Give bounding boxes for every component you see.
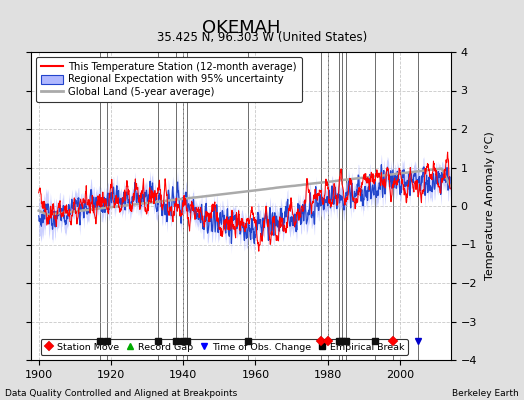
Text: Data Quality Controlled and Aligned at Breakpoints: Data Quality Controlled and Aligned at B… — [5, 389, 237, 398]
Legend: Station Move, Record Gap, Time of Obs. Change, Empirical Break: Station Move, Record Gap, Time of Obs. C… — [40, 339, 408, 355]
Title: OKEMAH: OKEMAH — [202, 18, 280, 36]
Text: 35.425 N, 96.303 W (United States): 35.425 N, 96.303 W (United States) — [157, 32, 367, 44]
Text: Berkeley Earth: Berkeley Earth — [452, 389, 519, 398]
Y-axis label: Temperature Anomaly (°C): Temperature Anomaly (°C) — [485, 132, 495, 280]
